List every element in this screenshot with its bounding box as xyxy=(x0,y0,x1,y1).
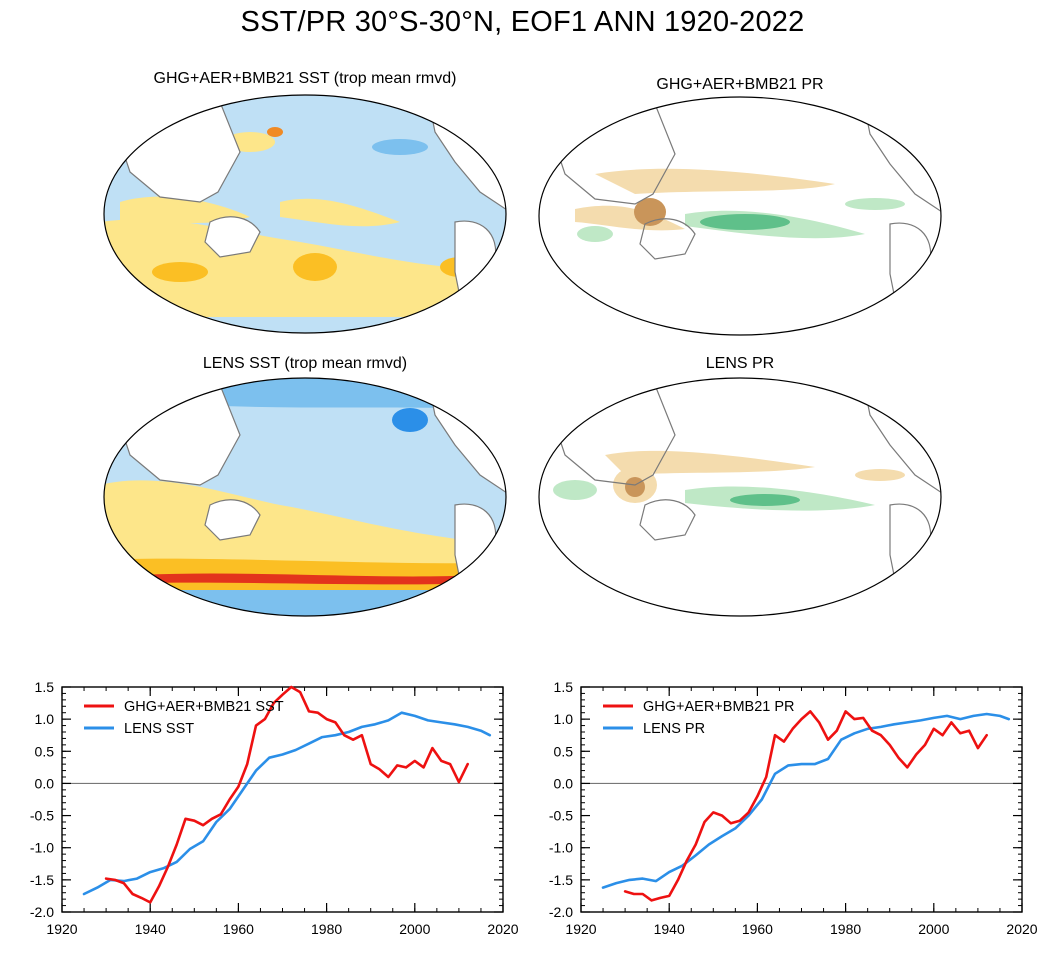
sst-cool-north-band xyxy=(104,378,506,410)
x-tick-label: 1980 xyxy=(311,921,342,937)
y-tick-label: 0.0 xyxy=(35,775,55,791)
y-tick-label: -1.5 xyxy=(549,872,573,888)
x-tick-label: 1940 xyxy=(135,921,166,937)
pr-dry-atlantic xyxy=(855,469,905,481)
sst-warm-region-indian xyxy=(120,196,250,224)
map-lens-sst xyxy=(103,377,507,617)
x-tick-label: 1960 xyxy=(742,921,773,937)
y-tick-label: -2.0 xyxy=(549,904,573,920)
map-title-ghg-sst: GHG+AER+BMB21 SST (trop mean rmvd) xyxy=(153,70,457,87)
y-tick-label: 0.0 xyxy=(554,775,574,791)
map-frame xyxy=(538,96,942,336)
coast-north-america xyxy=(864,389,941,497)
land-australia xyxy=(204,216,261,258)
sst-warm-core-2 xyxy=(293,253,337,281)
map-title-lens-sst: LENS SST (trop mean rmvd) xyxy=(202,355,408,372)
map-ghg-pr xyxy=(538,96,942,336)
legend-label: LENS SST xyxy=(124,721,194,737)
x-tick-label: 1940 xyxy=(654,921,685,937)
sst-warm-region-pacific xyxy=(280,198,400,227)
pr-wet-core xyxy=(700,214,790,230)
sst-warm-core-1 xyxy=(152,262,208,282)
pr-wet-atlantic xyxy=(845,198,905,210)
coast-north-america xyxy=(864,108,941,216)
map-ghg-sst xyxy=(103,94,507,334)
pr-wet-indian xyxy=(577,226,613,242)
y-tick-label: 0.5 xyxy=(554,743,574,759)
land-australia xyxy=(204,499,261,541)
sst-hot-spot xyxy=(267,127,283,137)
x-tick-label: 1960 xyxy=(223,921,254,937)
map-frame xyxy=(103,94,507,334)
legend-label: GHG+AER+BMB21 PR xyxy=(643,699,795,715)
y-tick-label: 1.0 xyxy=(554,711,574,727)
x-tick-label: 1980 xyxy=(830,921,861,937)
sst-warm-region-south xyxy=(104,480,506,575)
sst-cold-core xyxy=(392,408,428,432)
y-tick-label: 1.0 xyxy=(35,711,55,727)
y-tick-label: -0.5 xyxy=(30,808,54,824)
y-tick-label: 0.5 xyxy=(35,743,55,759)
pr-dry-core xyxy=(625,477,645,497)
sst-cool-southern-band xyxy=(104,317,506,333)
series-line-lens xyxy=(601,712,1011,889)
x-tick-label: 2000 xyxy=(399,921,430,937)
land-south-america xyxy=(454,220,497,324)
y-tick-label: 1.5 xyxy=(554,679,574,695)
x-tick-label: 2000 xyxy=(918,921,949,937)
series-line-ghg xyxy=(104,685,470,904)
coast-australia xyxy=(639,218,696,260)
figure-title: SST/PR 30°S-30°N, EOF1 ANN 1920-2022 xyxy=(240,6,805,38)
y-tick-label: 1.5 xyxy=(35,679,55,695)
sst-cool-north-pacific xyxy=(372,139,428,155)
legend-label: GHG+AER+BMB21 SST xyxy=(124,699,284,715)
pr-wet-core xyxy=(730,494,800,506)
series-line-lens xyxy=(82,711,492,896)
map-frame xyxy=(538,377,942,617)
x-tick-label: 2020 xyxy=(1006,921,1037,937)
pr-dry-north-band xyxy=(595,168,835,194)
map-frame xyxy=(103,377,507,617)
land-south-america xyxy=(454,503,497,607)
y-tick-label: -0.5 xyxy=(549,808,573,824)
map-lens-pr xyxy=(538,377,942,617)
coast-asia xyxy=(544,103,676,205)
sst-hot-band xyxy=(140,573,480,585)
x-tick-label: 1920 xyxy=(565,921,596,937)
y-tick-label: -1.0 xyxy=(549,840,573,856)
y-tick-label: -2.0 xyxy=(30,904,54,920)
map-title-lens-pr: LENS PR xyxy=(705,355,775,372)
pr-wet-indian xyxy=(553,480,597,500)
y-tick-label: -1.0 xyxy=(30,840,54,856)
pr-dry-north-band xyxy=(605,450,815,475)
x-tick-label: 2020 xyxy=(487,921,518,937)
legend-label: LENS PR xyxy=(643,721,705,737)
series-line-ghg xyxy=(623,710,989,902)
map-title-ghg-pr: GHG+AER+BMB21 PR xyxy=(656,76,824,93)
y-tick-label: -1.5 xyxy=(30,872,54,888)
coast-asia xyxy=(544,384,676,486)
coast-australia xyxy=(639,499,696,541)
x-tick-label: 1920 xyxy=(46,921,77,937)
